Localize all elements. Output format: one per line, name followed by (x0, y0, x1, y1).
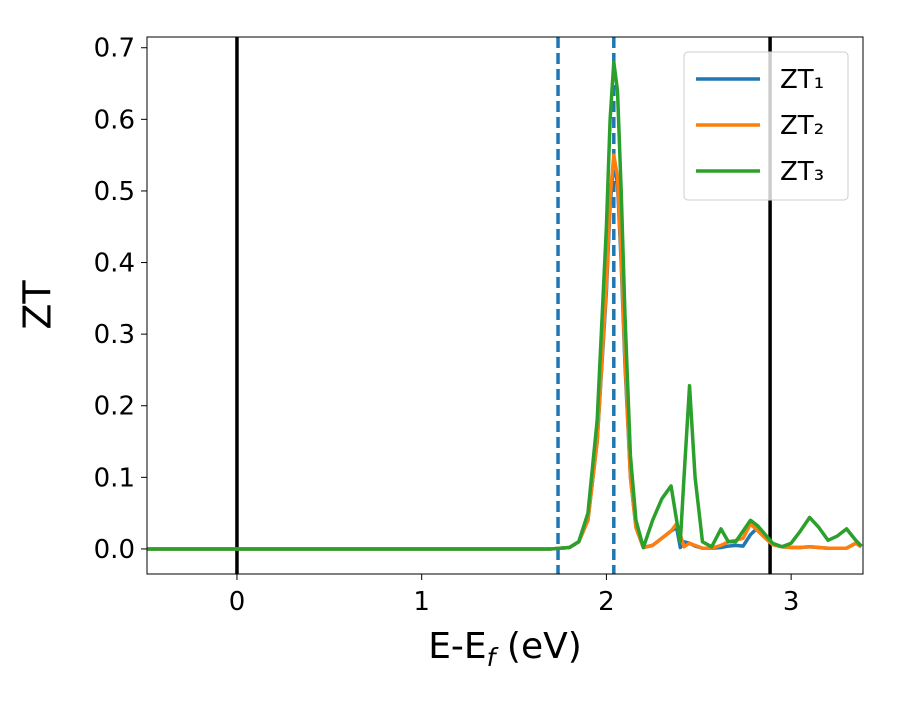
x-tick-label: 2 (598, 587, 615, 617)
y-tick-label: 0.0 (94, 535, 135, 565)
legend-label: ZT₃ (780, 157, 824, 187)
y-tick-label: 0.2 (94, 392, 135, 422)
x-tick-label: 3 (783, 587, 800, 617)
series-line (147, 153, 863, 551)
y-tick-label: 0.3 (94, 320, 135, 350)
legend-box (683, 51, 849, 201)
x-axis-label: E-Ef (eV) (428, 626, 582, 672)
x-tick-label: 1 (413, 587, 430, 617)
y-tick-label: 0.4 (94, 249, 135, 279)
plot-frame (146, 36, 864, 575)
series-line (147, 160, 863, 551)
series-line (147, 60, 863, 551)
x-label-base: E-E (428, 626, 486, 667)
y-tick-label: 0.1 (94, 463, 135, 493)
y-tick-label: 0.7 (94, 34, 135, 64)
y-tick-label: 0.5 (94, 177, 135, 207)
y-tick-label: 0.6 (94, 105, 135, 135)
legend-label: ZT₁ (780, 65, 824, 95)
y-axis-label: ZT (16, 280, 60, 330)
x-label-rest: (eV) (495, 626, 581, 667)
x-tick-label: 0 (229, 587, 246, 617)
legend-label: ZT₂ (780, 111, 824, 141)
